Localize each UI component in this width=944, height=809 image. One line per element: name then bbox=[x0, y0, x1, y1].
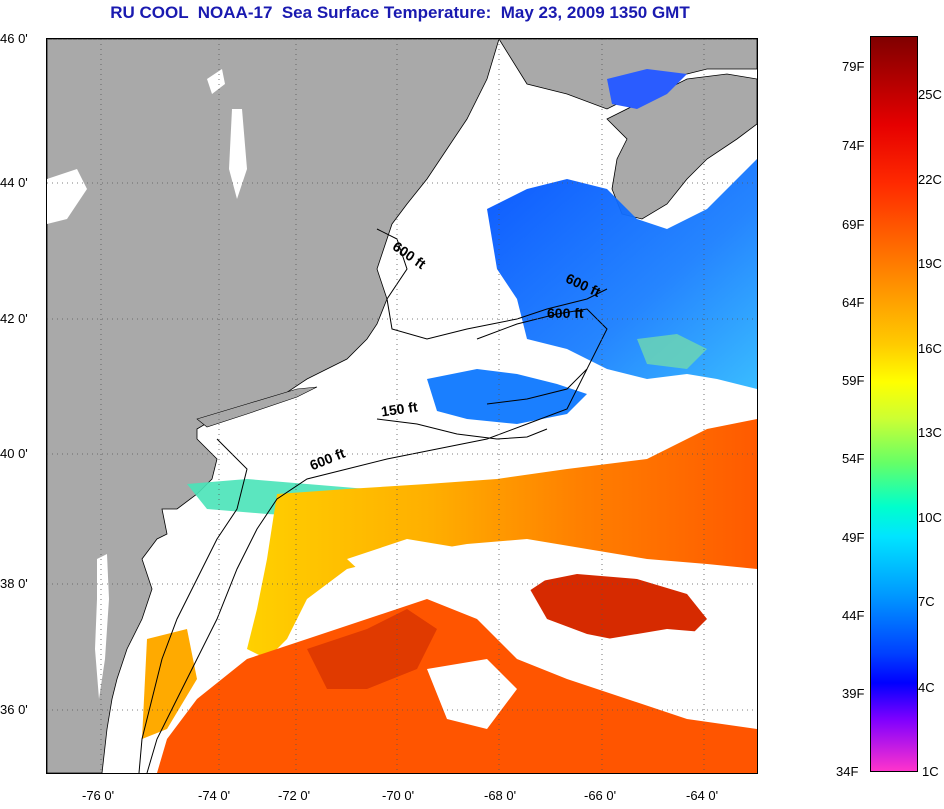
depth-contour-600ft bbox=[476, 308, 608, 405]
cold-water-region bbox=[427, 369, 587, 424]
lat-tick-label: 46 0' bbox=[0, 31, 28, 46]
lon-tick-label: -70 0' bbox=[382, 788, 415, 803]
inland-lake bbox=[207, 69, 225, 94]
colorbar-fahrenheit-label: 59F bbox=[842, 373, 865, 388]
chesapeake-bay bbox=[95, 554, 109, 699]
lat-tick-label: 40 0' bbox=[0, 446, 28, 461]
depth-contour-150ft bbox=[138, 438, 248, 773]
colorbar-celsius-label: 4C bbox=[918, 680, 935, 695]
map-title: RU COOL NOAA-17 Sea Surface Temperature:… bbox=[110, 3, 690, 22]
colorbar-fahrenheit-label: 39F bbox=[842, 686, 865, 701]
nearshore-warm-patch bbox=[142, 629, 197, 739]
cloud-cover bbox=[607, 629, 757, 679]
colorbar-celsius-label: 13C bbox=[918, 425, 942, 440]
colorbar-celsius-label: 16C bbox=[918, 341, 942, 356]
temperature-colorbar bbox=[870, 36, 918, 772]
cold-water-region bbox=[637, 334, 707, 369]
colorbar-fahrenheit-label: 64F bbox=[842, 295, 865, 310]
depth-contour-600ft bbox=[376, 228, 608, 340]
lat-tick-label: 44 0' bbox=[0, 175, 28, 190]
colorbar-fahrenheit-label: 69F bbox=[842, 217, 865, 232]
colorbar-fahrenheit-label: 79F bbox=[842, 59, 865, 74]
lat-tick-label: 38 0' bbox=[0, 576, 28, 591]
colorbar-fahrenheit-label: 44F bbox=[842, 608, 865, 623]
lon-tick-label: -68 0' bbox=[484, 788, 517, 803]
colorbar-celsius-label: 22C bbox=[918, 172, 942, 187]
lon-tick-label: -76 0' bbox=[82, 788, 115, 803]
lon-tick-label: -72 0' bbox=[278, 788, 311, 803]
colorbar-celsius-label: 7C bbox=[918, 594, 935, 609]
warm-core-ring bbox=[307, 609, 437, 689]
colorbar-celsius-label: 25C bbox=[918, 87, 942, 102]
nova-scotia-land bbox=[606, 73, 757, 220]
colorbar-celsius-label: 10C bbox=[918, 510, 942, 525]
cold-water-region bbox=[487, 159, 757, 389]
cold-water-region bbox=[607, 69, 687, 109]
gulf-stream-region bbox=[247, 419, 757, 659]
map-canvas bbox=[47, 39, 757, 773]
lon-tick-label: -74 0' bbox=[198, 788, 231, 803]
colorbar-celsius-label: 1C bbox=[922, 764, 939, 779]
cloud-cover bbox=[427, 659, 517, 729]
colorbar-fahrenheit-label: 34F bbox=[836, 764, 859, 779]
colorbar-fahrenheit-label: 54F bbox=[842, 451, 865, 466]
lon-tick-label: -66 0' bbox=[584, 788, 617, 803]
colorbar-fahrenheit-label: 74F bbox=[842, 138, 865, 153]
inland-lake bbox=[229, 109, 247, 199]
lon-tick-label: -64 0' bbox=[686, 788, 719, 803]
depth-label-600ft-georges: 600 ft bbox=[547, 305, 584, 321]
depth-contour-150ft bbox=[376, 418, 548, 440]
long-island-land bbox=[196, 386, 318, 428]
graticule bbox=[47, 39, 757, 773]
lat-tick-label: 42 0' bbox=[0, 311, 28, 326]
lat-tick-label: 36 0' bbox=[0, 702, 28, 717]
sst-map[interactable]: 600 ft 600 ft 600 ft 150 ft 600 ft bbox=[46, 38, 758, 774]
us-land bbox=[47, 39, 500, 773]
colorbar-celsius-label: 19C bbox=[918, 256, 942, 271]
colorbar-fahrenheit-label: 49F bbox=[842, 530, 865, 545]
depth-contour-600ft bbox=[146, 368, 588, 773]
warm-core-ring bbox=[527, 574, 707, 644]
